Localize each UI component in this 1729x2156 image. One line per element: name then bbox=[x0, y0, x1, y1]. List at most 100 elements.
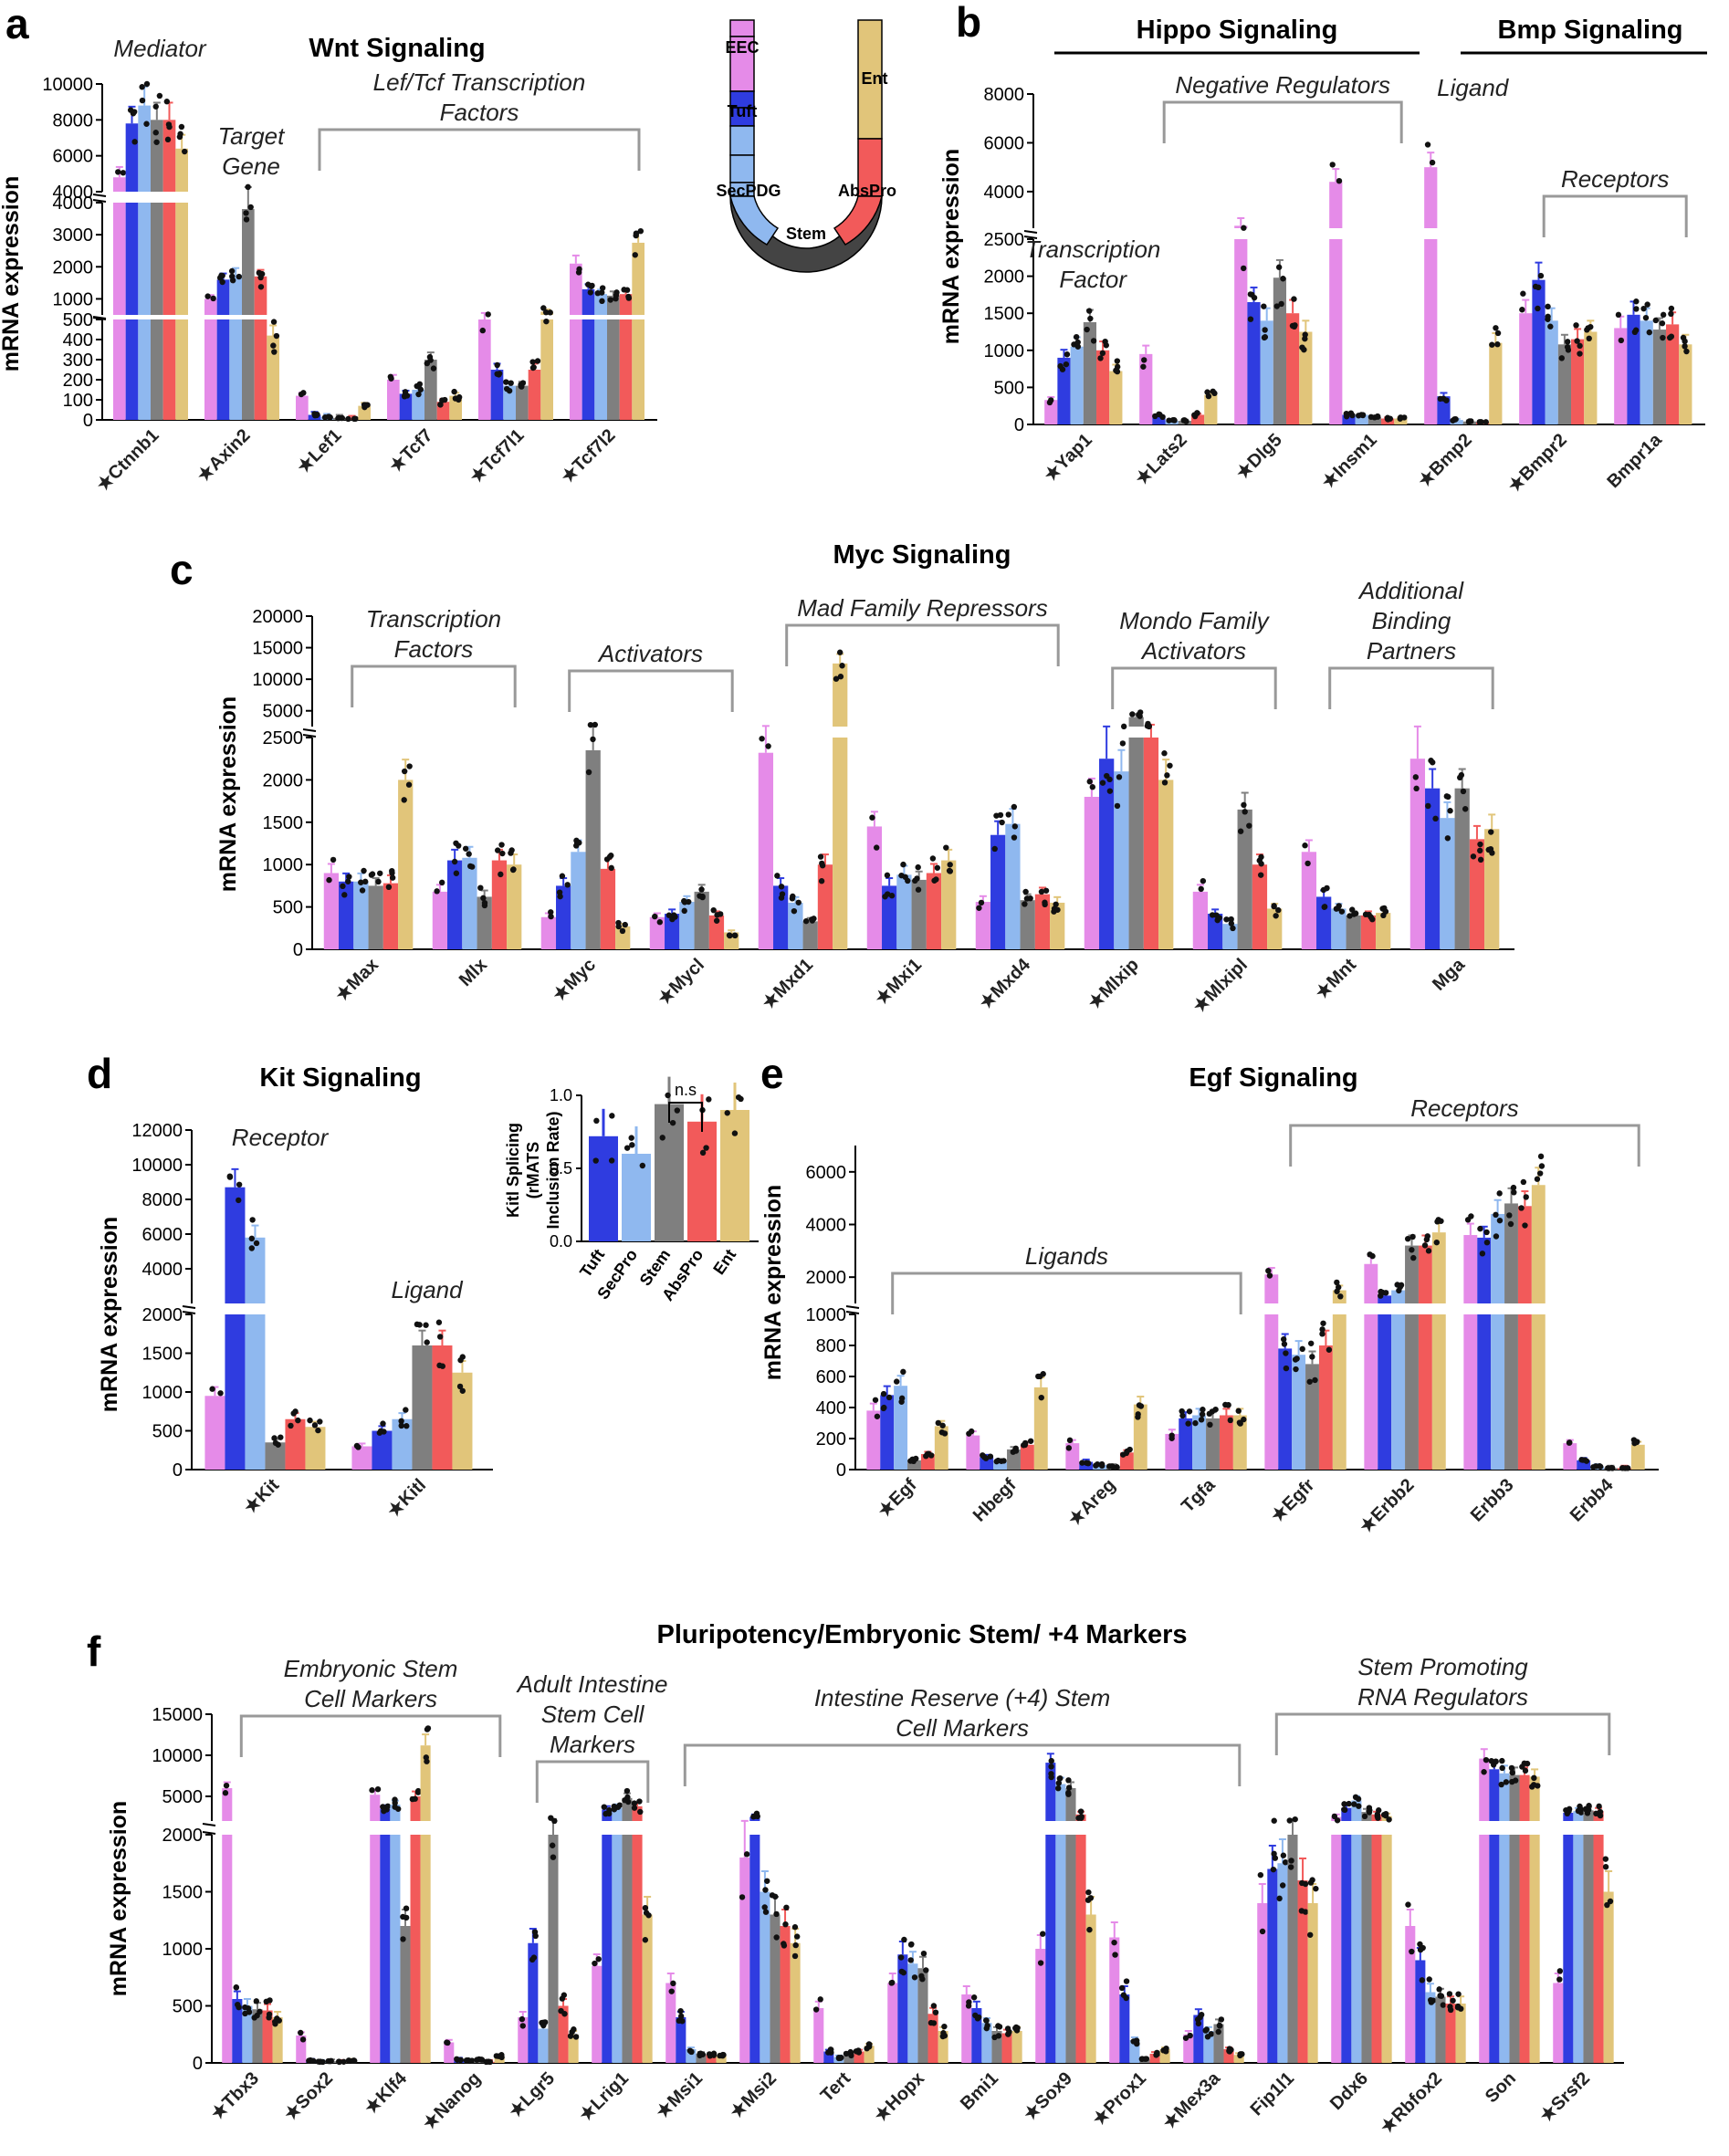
replicate-dot bbox=[869, 814, 875, 821]
bar-nanog-ent bbox=[494, 2056, 505, 2063]
y-tick-label: 0 bbox=[173, 1460, 183, 1481]
replicate-dot bbox=[1087, 315, 1094, 322]
bar-erbb2-tuft bbox=[1378, 1295, 1392, 1470]
replicate-dot bbox=[256, 269, 262, 277]
bar-rbfox2-tuft bbox=[1415, 1960, 1426, 2063]
replicate-dot bbox=[1421, 1242, 1429, 1249]
replicate-dot bbox=[561, 1992, 568, 1998]
replicate-dot bbox=[885, 1394, 893, 1401]
bar-klf4-abspro bbox=[410, 1796, 421, 2063]
replicate-dot bbox=[1477, 1225, 1483, 1232]
bar-tcf7l1-secpdg bbox=[503, 385, 516, 420]
bar-lrig1-secpdg bbox=[612, 1807, 623, 2063]
replicate-dot bbox=[686, 898, 692, 905]
replicate-dot bbox=[668, 1988, 675, 1994]
inset-replicate-dot bbox=[665, 1092, 671, 1099]
replicate-dot bbox=[1477, 847, 1483, 854]
replicate-dot bbox=[1366, 1805, 1373, 1811]
replicate-dot bbox=[1103, 342, 1109, 349]
replicate-dot bbox=[439, 1363, 446, 1369]
bar-break-gap bbox=[112, 192, 127, 203]
replicate-dot bbox=[1048, 397, 1054, 403]
bar-break-gap bbox=[174, 315, 189, 319]
replicate-dot bbox=[434, 888, 440, 895]
replicate-dot bbox=[1118, 1984, 1126, 1992]
replicate-dot bbox=[1382, 908, 1389, 915]
x-tick-label-erbb2: ★Erbb2 bbox=[1356, 1475, 1418, 1537]
panel-label-d: d bbox=[87, 1050, 112, 1097]
y-tick-label: 200 bbox=[816, 1429, 846, 1450]
replicate-dot bbox=[406, 763, 413, 769]
replicate-dot bbox=[326, 413, 332, 420]
bar-rbfox2-ent bbox=[1455, 2004, 1466, 2063]
replicate-dot bbox=[481, 899, 488, 906]
bar-break-gap bbox=[379, 1821, 392, 1835]
replicate-dot bbox=[1227, 1417, 1234, 1424]
bar-rbfox2-stem bbox=[1435, 1996, 1446, 2063]
replicate-dot bbox=[1280, 276, 1286, 282]
bar-msi2-stem bbox=[770, 1914, 781, 2063]
replicate-dot bbox=[1659, 320, 1666, 327]
replicate-dot bbox=[880, 1390, 887, 1397]
replicate-dot bbox=[445, 2039, 451, 2046]
annotation-label: Mediator bbox=[113, 35, 206, 62]
replicate-dot bbox=[1192, 1419, 1199, 1427]
x-tick-label-yap1: ★Yap1 bbox=[1040, 430, 1095, 486]
bar-erbb4-eec bbox=[1563, 1443, 1577, 1470]
replicate-dot bbox=[218, 272, 225, 279]
replicate-dot bbox=[1119, 740, 1126, 747]
replicate-dot bbox=[1367, 1251, 1373, 1258]
bar-ctnnb1-tuft bbox=[125, 123, 139, 420]
replicate-dot bbox=[1223, 916, 1230, 923]
replicate-dot bbox=[900, 861, 906, 868]
replicate-dot bbox=[1065, 1777, 1072, 1784]
replicate-dot bbox=[1445, 793, 1451, 801]
replicate-dot bbox=[1313, 1885, 1319, 1892]
replicate-dot bbox=[1483, 1229, 1490, 1236]
replicate-dot bbox=[1619, 1465, 1627, 1471]
bar-break-gap bbox=[593, 315, 608, 319]
replicate-dot bbox=[615, 923, 622, 930]
y-tick-label: 1000 bbox=[263, 855, 304, 875]
replicate-dot bbox=[1228, 920, 1235, 926]
y-tick-label: 200 bbox=[63, 371, 93, 391]
bar-ddx6-eec bbox=[1331, 1816, 1342, 2063]
replicate-dot bbox=[827, 2046, 834, 2053]
replicate-dot bbox=[389, 867, 395, 874]
annotation-bracket bbox=[1328, 666, 1494, 709]
annotation-label: Activators bbox=[597, 640, 703, 667]
replicate-dot bbox=[248, 1245, 255, 1251]
bar-dlg5-stem bbox=[1273, 277, 1287, 424]
axis-break-mark bbox=[845, 1311, 860, 1314]
replicate-dot bbox=[731, 932, 739, 938]
panel-b-hippo-bmp-signaling: 0 500 1000 1500 2000 2500 4000 6000 8000 ★Yap1 ★La… bbox=[938, 16, 1707, 497]
replicate-dot bbox=[1347, 913, 1353, 919]
replicate-dot bbox=[1642, 314, 1650, 321]
replicate-dot bbox=[1073, 333, 1080, 340]
replicate-dot bbox=[1138, 2056, 1146, 2063]
schematic-stripe-left bbox=[729, 125, 755, 156]
bar-mxd4-abspro bbox=[1034, 894, 1051, 949]
replicate-dot bbox=[519, 2015, 526, 2023]
replicate-dot bbox=[1404, 1235, 1411, 1242]
bar-bmi1-abspro bbox=[1001, 2033, 1012, 2063]
replicate-dot bbox=[790, 893, 796, 900]
replicate-dot bbox=[543, 318, 550, 325]
replicate-dot bbox=[139, 97, 146, 104]
replicate-dot bbox=[978, 899, 985, 906]
bar-yap1-secpdg bbox=[1070, 346, 1084, 424]
replicate-dot bbox=[753, 1810, 760, 1816]
axis-break-mark bbox=[202, 1823, 216, 1826]
x-tick-label-hbegf: Hbegf bbox=[969, 1475, 1021, 1526]
y-tick-label: 12000 bbox=[131, 1121, 183, 1141]
replicate-dot bbox=[1413, 785, 1420, 792]
bar-tcf7l2-eec bbox=[570, 263, 582, 420]
replicate-dot bbox=[401, 768, 408, 775]
replicate-dot bbox=[941, 1430, 948, 1437]
schematic-crypt-base bbox=[729, 195, 883, 273]
bar-break-gap bbox=[1490, 1303, 1506, 1314]
x-tick-label-mxi1: ★Mxi1 bbox=[871, 955, 926, 1010]
replicate-dot bbox=[608, 864, 614, 872]
x-tick-label-hopx: ★Hopx bbox=[870, 2068, 928, 2127]
bar-lrig1-tuft bbox=[602, 1809, 613, 2063]
